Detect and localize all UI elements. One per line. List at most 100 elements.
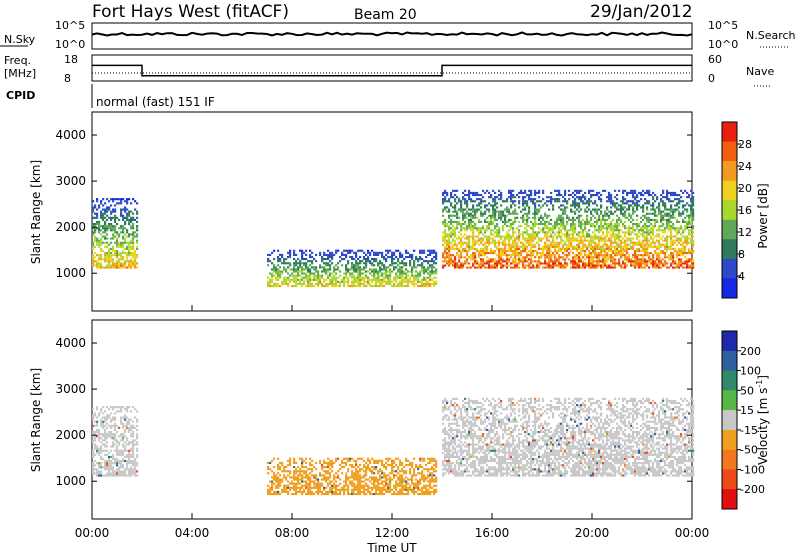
power-cell (596, 229, 599, 232)
power-cell (110, 256, 113, 259)
power-cell (580, 266, 583, 269)
power-cell (650, 231, 653, 234)
power-cell (327, 270, 330, 273)
power-cell (666, 239, 669, 242)
velocity-cell (126, 455, 129, 458)
power-cell (134, 254, 137, 257)
velocity-cell (279, 478, 282, 481)
power-cell (546, 252, 549, 255)
velocity-cell (347, 484, 350, 487)
power-cell (478, 227, 481, 230)
power-cell (570, 245, 573, 248)
power-cell (576, 239, 579, 242)
power-cell (582, 231, 585, 234)
power-cell (584, 264, 587, 267)
power-cell (514, 250, 517, 253)
power-cell (564, 262, 567, 265)
power-cell (584, 245, 587, 248)
power-cell (128, 223, 131, 226)
power-cell (130, 241, 133, 244)
power-cell (100, 239, 103, 242)
power-cell (650, 245, 653, 248)
velocity-cell (317, 482, 320, 485)
power-cell (110, 223, 113, 226)
velocity-cell (299, 474, 302, 477)
power-cell (566, 237, 569, 240)
power-cell (450, 256, 453, 259)
power-cell (558, 214, 561, 217)
power-cell (590, 216, 593, 219)
velocity-cell (106, 449, 109, 452)
power-cell (550, 245, 553, 248)
power-cell (548, 227, 551, 230)
power-cell (124, 239, 127, 242)
power-cell (136, 202, 139, 205)
velocity-cell (289, 470, 292, 473)
power-cell (510, 227, 513, 230)
power-cell (112, 250, 115, 253)
power-cell (574, 256, 577, 259)
power-cell (594, 194, 597, 197)
power-cell (359, 260, 362, 263)
power-cell (586, 223, 589, 226)
power-cell (602, 216, 605, 219)
power-cell (423, 278, 426, 281)
power-cell (626, 252, 629, 255)
power-cell (446, 245, 449, 248)
power-cell (498, 239, 501, 242)
velocity-cell (315, 478, 318, 481)
power-cell (315, 260, 318, 263)
velocity-cell (295, 490, 298, 493)
power-cell (134, 266, 137, 269)
velocity-cell (116, 439, 119, 442)
velocity-cell (118, 441, 121, 444)
velocity-cell (273, 466, 276, 469)
velocity-cell (293, 478, 296, 481)
power-cell (492, 241, 495, 244)
power-cell (98, 258, 101, 261)
power-cell (492, 214, 495, 217)
power-cell (450, 204, 453, 207)
power-cell (598, 208, 601, 211)
power-cell (628, 247, 631, 250)
power-cell (405, 249, 408, 252)
power-cell (588, 264, 591, 267)
power-cell (664, 204, 667, 207)
power-cell (395, 280, 398, 283)
velocity-cell (347, 478, 350, 481)
power-cell (662, 243, 665, 246)
power-cell (94, 225, 97, 228)
power-cell (608, 225, 611, 228)
power-cell (556, 252, 559, 255)
power-cell (307, 274, 310, 277)
power-cell (444, 239, 447, 242)
power-cell (454, 241, 457, 244)
velocity-cell (116, 406, 119, 409)
power-cell (564, 198, 567, 201)
power-cell (534, 189, 537, 192)
power-cell (486, 247, 489, 250)
power-cell (446, 235, 449, 238)
power-cell (343, 280, 346, 283)
power-cell (654, 245, 657, 248)
velocity-cell (311, 470, 314, 473)
power-cell (690, 189, 693, 192)
velocity-cell (315, 486, 318, 489)
power-cell (524, 223, 527, 226)
velocity-cell (98, 447, 101, 450)
power-cell (120, 225, 123, 228)
velocity-cell (120, 464, 123, 467)
power-cell (442, 194, 445, 197)
power-cell (592, 264, 595, 267)
velocity-cell (323, 493, 326, 496)
power-cell (650, 241, 653, 244)
power-cell (626, 258, 629, 261)
power-cell (564, 194, 567, 197)
power-cell (688, 220, 691, 223)
power-cell (472, 231, 475, 234)
power-cell (357, 272, 360, 275)
power-cell (486, 262, 489, 265)
power-cell (343, 282, 346, 285)
power-cell (692, 239, 695, 242)
power-cell (367, 282, 370, 285)
